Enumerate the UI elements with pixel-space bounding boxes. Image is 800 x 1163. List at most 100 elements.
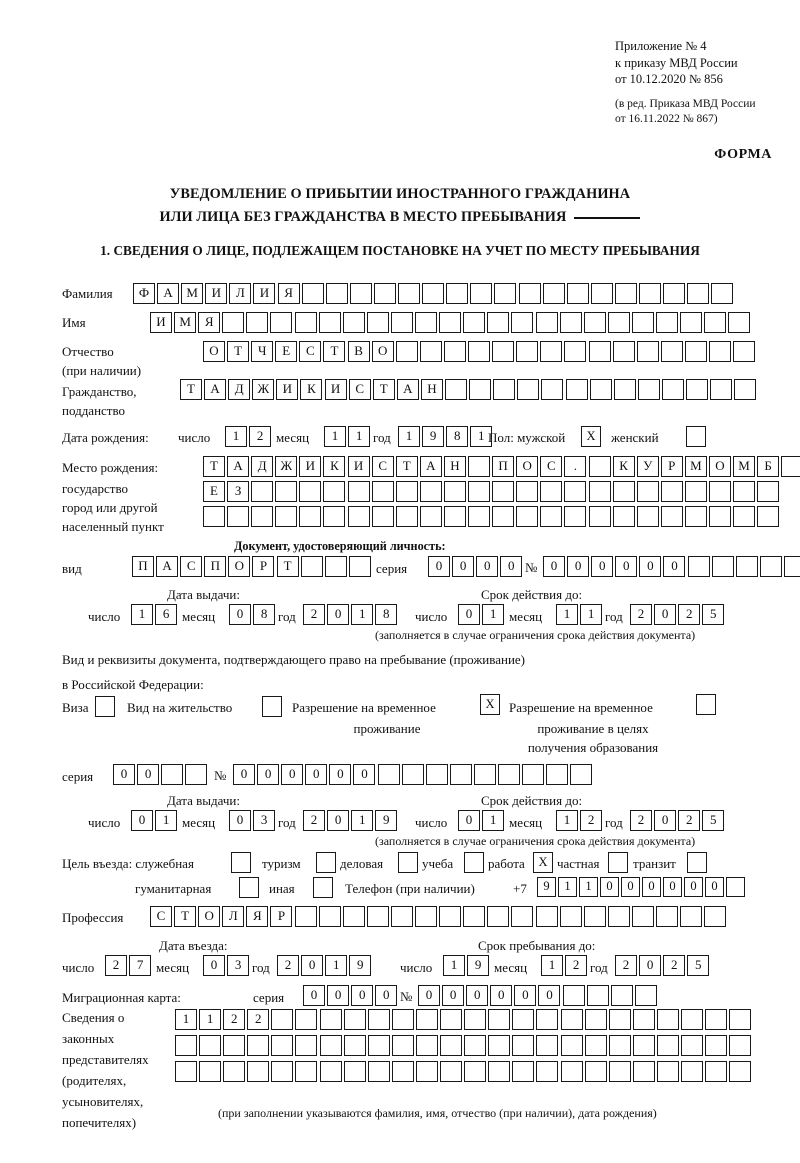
char-cell[interactable] [684,481,707,502]
char-cell[interactable]: 0 [621,877,640,897]
char-cell[interactable] [781,456,800,477]
char-cell[interactable] [661,379,684,400]
char-cell[interactable]: 2 [580,810,603,831]
char-cell[interactable]: 1 [225,426,247,447]
char-cell[interactable] [295,1061,318,1082]
char-cell[interactable]: 0 [600,877,619,897]
char-cell[interactable] [395,506,418,527]
char-cell[interactable] [373,283,396,304]
char-cell[interactable] [464,1009,487,1030]
char-cell[interactable] [401,764,424,785]
char-cell[interactable] [415,1035,438,1056]
char-cell[interactable]: 5 [702,810,725,831]
char-cell[interactable] [588,341,611,362]
char-cell[interactable]: Т [180,379,202,400]
char-cell[interactable]: И [276,379,299,400]
char-cell[interactable] [470,283,493,304]
char-cell[interactable] [588,481,611,502]
char-cell[interactable] [685,379,708,400]
char-cell[interactable]: 2 [663,955,686,976]
char-cell[interactable] [735,556,758,577]
char-cell[interactable]: 1 [175,1009,197,1030]
char-cell[interactable]: 6 [155,604,178,625]
char-cell[interactable]: 1 [131,604,153,625]
char-cell[interactable] [632,1009,655,1030]
char-cell[interactable] [223,1035,246,1056]
char-cell[interactable]: 0 [500,556,523,577]
char-cell[interactable] [536,1061,559,1082]
char-cell[interactable] [680,1009,703,1030]
char-cell[interactable] [512,1061,535,1082]
char-cell[interactable] [656,1009,679,1030]
char-cell[interactable] [199,1061,222,1082]
char-cell[interactable] [636,506,659,527]
char-cell[interactable] [324,556,347,577]
char-cell[interactable] [518,283,541,304]
char-cell[interactable]: 0 [257,764,280,785]
char-cell[interactable]: П [204,556,227,577]
char-cell[interactable] [439,312,462,333]
char-cell[interactable]: 2 [630,810,652,831]
char-cell[interactable] [222,312,245,333]
char-cell[interactable] [390,906,413,927]
char-cell[interactable] [391,1035,414,1056]
char-cell[interactable]: 1 [556,810,578,831]
char-cell[interactable]: А [156,556,179,577]
visa-checkbox[interactable] [95,696,115,717]
char-cell[interactable] [468,481,491,502]
char-cell[interactable] [367,1061,390,1082]
char-cell[interactable]: 0 [137,764,160,785]
char-cell[interactable]: 1 [324,426,346,447]
char-cell[interactable] [711,283,734,304]
char-cell[interactable]: М [181,283,204,304]
char-cell[interactable] [318,312,341,333]
char-cell[interactable] [613,379,636,400]
char-cell[interactable] [733,506,756,527]
char-cell[interactable] [488,1061,511,1082]
char-cell[interactable]: С [180,556,203,577]
char-cell[interactable]: 1 [398,426,420,447]
char-cell[interactable] [566,283,589,304]
char-cell[interactable] [415,1009,438,1030]
char-cell[interactable] [419,341,442,362]
char-cell[interactable]: 0 [705,877,724,897]
char-cell[interactable]: Ж [275,456,298,477]
char-cell[interactable]: 0 [543,556,565,577]
char-cell[interactable]: Ч [251,341,274,362]
char-cell[interactable]: 9 [349,955,372,976]
char-cell[interactable]: 0 [654,604,677,625]
char-cell[interactable]: 0 [203,955,225,976]
char-cell[interactable] [542,283,565,304]
char-cell[interactable]: 1 [443,955,465,976]
char-cell[interactable] [294,312,317,333]
char-cell[interactable] [708,481,731,502]
char-cell[interactable]: 9 [375,810,398,831]
char-cell[interactable]: 0 [329,764,352,785]
char-cell[interactable] [608,1035,631,1056]
char-cell[interactable]: О [203,341,225,362]
char-cell[interactable] [728,312,751,333]
char-cell[interactable]: М [174,312,197,333]
char-cell[interactable]: 8 [446,426,469,447]
char-cell[interactable] [390,312,413,333]
char-cell[interactable] [729,1061,752,1082]
char-cell[interactable] [175,1061,197,1082]
char-cell[interactable]: О [516,456,539,477]
char-cell[interactable]: 8 [375,604,398,625]
char-cell[interactable]: 0 [327,604,350,625]
char-cell[interactable] [614,283,637,304]
char-cell[interactable] [517,379,540,400]
char-cell[interactable] [318,906,341,927]
char-cell[interactable] [632,1061,655,1082]
char-cell[interactable] [271,1009,294,1030]
char-cell[interactable]: 5 [687,955,710,976]
char-cell[interactable]: И [324,379,347,400]
char-cell[interactable]: К [300,379,323,400]
